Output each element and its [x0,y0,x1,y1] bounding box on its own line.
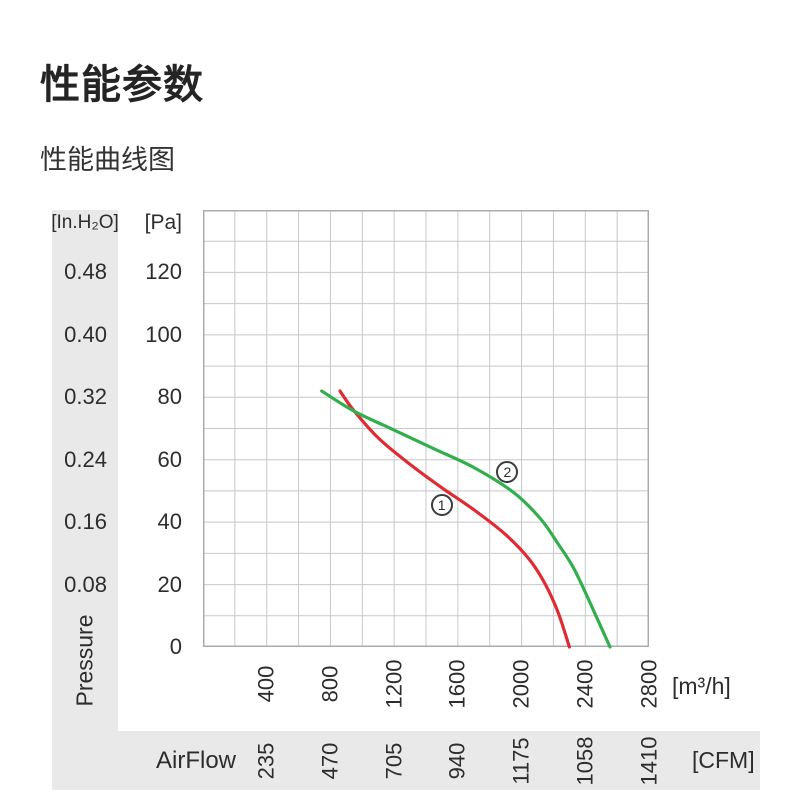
chart-canvas [203,210,649,649]
x-tick-m3h-text: 1200 [381,659,407,709]
y-tick-pa: 0 [169,634,182,659]
unit-label-inh2o: [In.H₂O] [51,212,119,233]
x-tick-m3h: 2800 [635,652,663,716]
unit-label-m3h: [m³/h] [672,673,731,699]
x-tick-m3h-text: 2800 [636,659,662,709]
curve-marker-1: 1 [430,493,453,516]
x-tick-m3h: 800 [316,652,344,716]
curve-marker-2: 2 [496,461,519,484]
page-title: 性能参数 [40,63,204,107]
y-axis-title: Pressure [60,600,110,720]
x-axis-secondary-title: AirFlow [156,746,237,774]
x-tick-m3h: 400 [253,652,281,716]
unit-label-pa: [Pa] [144,211,182,234]
cfm-axis-band [52,731,760,790]
x-tick-m3h: 2400 [571,652,599,716]
chart-border [203,210,649,647]
inh2o-axis-band [52,210,118,790]
x-tick-m3h-text: 800 [317,665,343,703]
x-tick-m3h-text: 1600 [444,659,470,709]
chart-grid [203,210,649,647]
x-tick-m3h: 2000 [508,652,536,716]
y-tick-pa: 20 [157,571,182,597]
y-tick-pa: 100 [145,321,182,347]
y-tick-pa: 40 [157,509,182,535]
y-tick-pa: 60 [157,446,182,472]
x-tick-m3h-text: 2000 [508,659,534,709]
y-axis-title-text: Pressure [71,613,98,707]
y-tick-pa: 120 [145,259,182,285]
section-subtitle: 性能曲线图 [40,145,175,175]
x-tick-m3h-text: 400 [253,665,279,703]
y-tick-pa: 80 [157,384,182,410]
curve-2 [320,389,612,649]
curve-1 [338,389,571,649]
unit-label-cfm: [CFM] [692,747,755,773]
x-tick-m3h: 1200 [380,652,408,716]
x-tick-m3h-text: 2400 [572,659,598,709]
x-tick-m3h: 1600 [444,652,472,716]
